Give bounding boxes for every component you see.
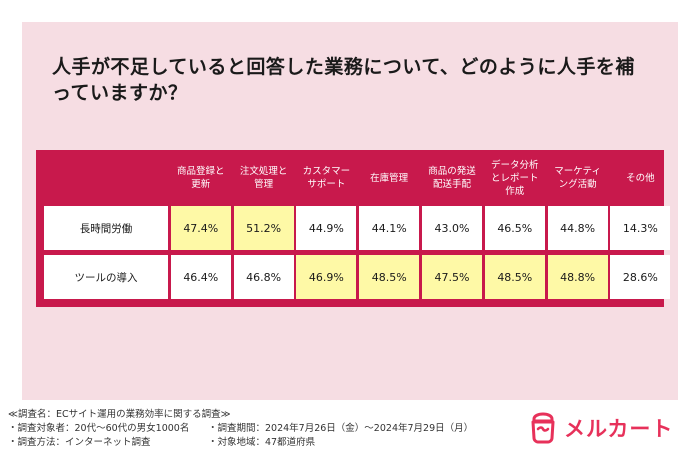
column-header: 商品の発送 配送手配 bbox=[428, 166, 476, 190]
value-cell: 46.9% bbox=[296, 255, 357, 299]
row-label: 長時間労働 bbox=[44, 206, 168, 250]
value-cell: 46.5% bbox=[484, 206, 545, 250]
value-cell: 51.2% bbox=[233, 206, 294, 250]
value-cell: 46.4% bbox=[170, 255, 231, 299]
survey-name: ≪調査名：ECサイト運用の業務効率に関する調査≫ bbox=[8, 409, 231, 420]
value-cell: 48.8% bbox=[547, 255, 608, 299]
value-cell: 44.8% bbox=[547, 206, 608, 250]
logo-text: メルカート bbox=[564, 417, 674, 441]
mercart-logo-icon bbox=[531, 412, 555, 444]
value-cell: 44.9% bbox=[296, 206, 357, 250]
column-header: データ分析 とレポート 作成 bbox=[491, 159, 539, 197]
value-cell: 44.1% bbox=[359, 206, 420, 250]
row-label: ツールの導入 bbox=[44, 255, 168, 299]
brand-logo: メルカート bbox=[528, 412, 673, 444]
value-cell: 48.5% bbox=[359, 255, 420, 299]
column-header: その他 bbox=[626, 172, 655, 184]
column-header: マーケティ ング活動 bbox=[554, 166, 601, 190]
survey-region: ・対象地域：47都道府県 bbox=[208, 437, 316, 448]
table-row: 長時間労働 47.4% 51.2% 44.9% 44.1% 43.0% 46.5% 44.8… bbox=[44, 206, 671, 250]
survey-method: ・調査方法：インターネット調査 bbox=[8, 437, 151, 448]
value-cell: 47.4% bbox=[170, 206, 231, 250]
column-header: カスタマー サポート bbox=[302, 166, 351, 190]
value-cell: 43.0% bbox=[422, 206, 482, 250]
column-header: 在庫管理 bbox=[370, 172, 409, 184]
survey-period: ・調査期間：2024年7月26日（金）〜2024年7月29日（月） bbox=[208, 423, 474, 434]
value-cell: 28.6% bbox=[610, 255, 671, 299]
page-title: 人手が不足していると回答した業務について、どのように人手を補っていますか？ bbox=[52, 56, 635, 104]
table-row: ツールの導入 46.4% 46.8% 46.9% 48.5% 47.5% 48.5% 48.… bbox=[44, 255, 671, 299]
results-table: 商品登録と 更新 注文処理と 管理 カスタマー サポート 在庫管理 商品の発送 配送手配… bbox=[36, 150, 671, 307]
column-header: 商品登録と 更新 bbox=[177, 166, 225, 190]
value-cell: 47.5% bbox=[422, 255, 482, 299]
value-cell: 14.3% bbox=[610, 206, 671, 250]
value-cell: 48.5% bbox=[484, 255, 545, 299]
survey-target: ・調査対象者：20代〜60代の男女1000名 bbox=[8, 423, 190, 434]
value-cell: 46.8% bbox=[233, 255, 294, 299]
column-header: 注文処理と 管理 bbox=[239, 166, 288, 190]
survey-footer: ≪調査名：ECサイト運用の業務効率に関する調査≫ ・調査対象者：20代〜60代の… bbox=[8, 408, 473, 450]
